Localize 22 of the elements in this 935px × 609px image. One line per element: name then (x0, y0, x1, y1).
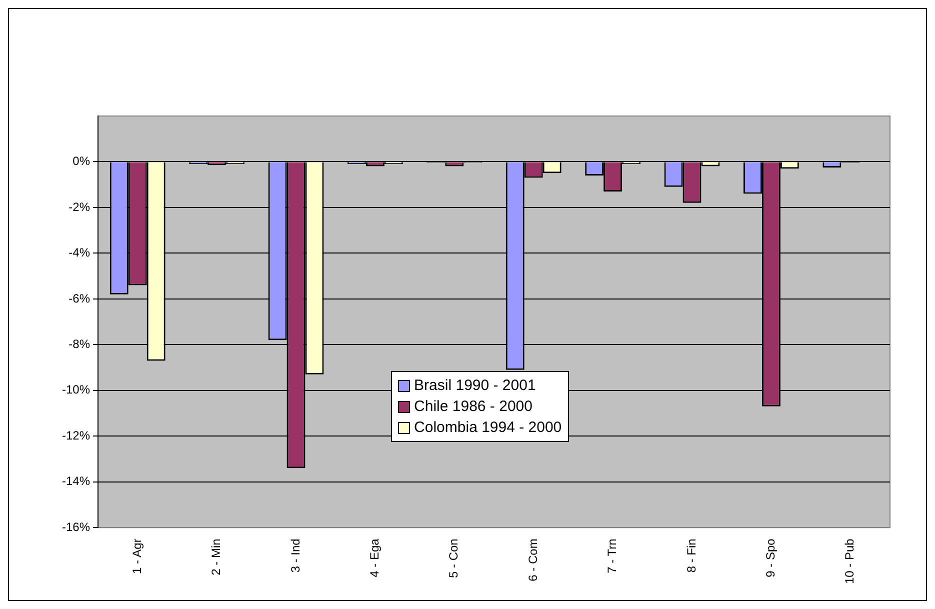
x-tick-label: 5 - Con (446, 538, 461, 578)
y-tick-label: -14% (62, 474, 90, 488)
x-tick-label: 3 - Ind (288, 538, 302, 573)
y-tick-label: 0% (72, 154, 90, 168)
x-tick-label: 9 - Spo (764, 538, 778, 578)
y-tick-label: -10% (62, 382, 90, 397)
legend-label: Colombia 1994 - 2000 (414, 418, 562, 438)
y-tick-label: -12% (62, 428, 90, 442)
x-tick-label: 7 - Trn (605, 538, 620, 574)
legend-label: Chile 1986 - 2000 (414, 397, 532, 418)
legend-label: Brasil 1990 - 2001 (414, 376, 536, 396)
x-tick-label: 1 - Agr (130, 538, 144, 574)
y-tick-label: -6% (68, 291, 90, 306)
y-tick-label: -8% (68, 337, 90, 351)
x-tick-label: 10 - Pub (842, 538, 857, 584)
x-tick-label: 8 - Fin (684, 538, 698, 573)
x-tick-label: 4 - Ega (368, 538, 382, 578)
x-tick-label: 6 - Com (526, 538, 540, 582)
y-tick-label: -16% (62, 520, 90, 534)
y-tick-label: -4% (68, 246, 90, 260)
y-tick-label: -2% (68, 200, 90, 214)
x-tick-label: 2 - Min (209, 538, 224, 576)
